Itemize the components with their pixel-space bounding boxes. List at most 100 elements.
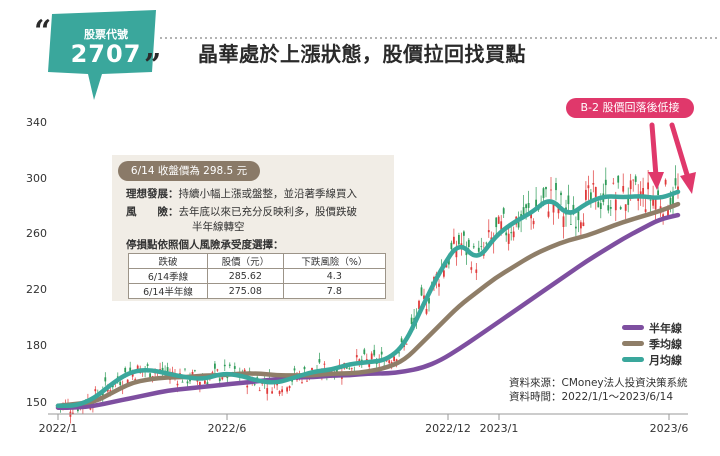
candle-body — [624, 204, 627, 211]
candle-body — [420, 287, 423, 296]
candle-body — [72, 412, 74, 414]
table-cell: 275.08 — [207, 283, 284, 299]
candle-body — [580, 222, 582, 229]
candle-body — [585, 189, 587, 200]
candle-body — [423, 295, 425, 300]
candle-body — [614, 199, 617, 211]
candle-body — [632, 179, 635, 181]
candle-body — [634, 176, 637, 182]
candle-body — [370, 353, 373, 360]
candle-body — [355, 355, 358, 358]
candle-body — [124, 368, 127, 373]
candle-body — [657, 190, 659, 195]
candle-body — [485, 242, 488, 244]
candle-body — [607, 205, 610, 211]
candle-body — [400, 338, 403, 343]
candle-body — [146, 364, 149, 366]
ideal-text: 持續小幅上漲或盤整，並沿著季線買入 — [178, 188, 358, 200]
candle-body — [204, 380, 206, 384]
candle-body — [388, 360, 391, 364]
candle-body — [418, 300, 420, 310]
candle-body — [278, 391, 281, 394]
candle-body — [470, 267, 473, 270]
candle-body — [502, 208, 505, 214]
candle-body — [206, 382, 209, 385]
candle-body — [542, 188, 545, 198]
candle-body — [627, 198, 630, 205]
candle-body — [505, 232, 508, 236]
table-cell: 6/14半年線 — [128, 283, 208, 299]
risk-text-cont: 半年線轉空 — [192, 221, 245, 233]
candle-body — [525, 204, 527, 209]
candle-body — [243, 369, 246, 372]
table-cell: 6/14季線 — [128, 268, 208, 284]
legend-label: 月均線 — [649, 354, 682, 367]
candle-body — [522, 207, 525, 218]
candle-body — [199, 381, 201, 388]
candle-body — [246, 385, 249, 388]
candle-body — [393, 356, 395, 361]
y-tick-label: 150 — [26, 396, 47, 409]
candle-body — [136, 365, 139, 370]
candle-body — [500, 221, 503, 232]
candle-body — [575, 226, 577, 229]
candle-body — [363, 349, 366, 354]
ideal-line: 理想發展：持續小幅上漲或盤整，並沿著季線買入 — [126, 186, 357, 201]
candle-body — [191, 372, 194, 376]
candle-body — [587, 185, 590, 189]
risk-table-header-cell: 下跌風險（%） — [282, 253, 387, 269]
candle-body — [184, 368, 186, 370]
candle-body — [318, 359, 321, 363]
table-cell: 7.8 — [282, 283, 387, 299]
candle-body — [350, 368, 353, 370]
candle-body — [577, 209, 580, 221]
candle-body — [527, 203, 530, 208]
candle-body — [458, 235, 460, 245]
candle-body — [622, 186, 625, 192]
candle-body — [477, 247, 480, 252]
candle-body — [612, 182, 615, 184]
candle-body — [380, 351, 383, 355]
candle-body — [510, 232, 513, 234]
candle-body — [159, 369, 161, 370]
info-header: 6/14 收盤價為 298.5 元 — [118, 161, 260, 181]
candle-body — [405, 343, 408, 345]
candle-body — [475, 269, 478, 273]
axes: 150 180 220 260 300 340 2022/1 2022/6 2022/12 202… — [26, 116, 688, 435]
candle-body — [398, 352, 400, 354]
candle-body — [306, 380, 308, 382]
table-cell: 4.3 — [282, 268, 387, 284]
candle-body — [495, 217, 498, 228]
candle-body — [323, 363, 326, 365]
candle-body — [557, 207, 560, 214]
y-tick-label: 180 — [26, 339, 47, 352]
candle-body — [271, 391, 273, 394]
candle-body — [497, 216, 500, 224]
candle-body — [348, 368, 351, 370]
candle-body — [134, 379, 137, 381]
stock-code-badge: 股票代號 2707 — [44, 8, 160, 100]
risk-table-header-cell: 跌破 — [128, 253, 208, 269]
candle-body — [662, 214, 664, 218]
candle-body — [445, 263, 448, 268]
page-title: 晶華處於上漲狀態，股價拉回找買點 — [198, 42, 526, 66]
ideal-label: 理想發展： — [126, 188, 179, 200]
candle-body — [463, 231, 465, 236]
candle-body — [293, 368, 296, 371]
candle-body — [592, 183, 595, 185]
legend-label: 半年線 — [649, 322, 682, 335]
candle-body — [425, 309, 428, 314]
callout-arrows — [648, 122, 696, 194]
candle-body — [218, 378, 221, 381]
candle-body — [594, 187, 597, 198]
candle-body — [194, 370, 196, 372]
candle-body — [467, 239, 470, 247]
candle-body — [654, 198, 657, 210]
risk-label: 風 險： — [126, 206, 179, 218]
candle-body — [455, 248, 458, 258]
candle-body — [567, 195, 570, 205]
table-row: 6/14半年線 275.08 7.8 — [128, 283, 387, 299]
candle-body — [226, 377, 229, 379]
candle-body — [560, 192, 562, 196]
